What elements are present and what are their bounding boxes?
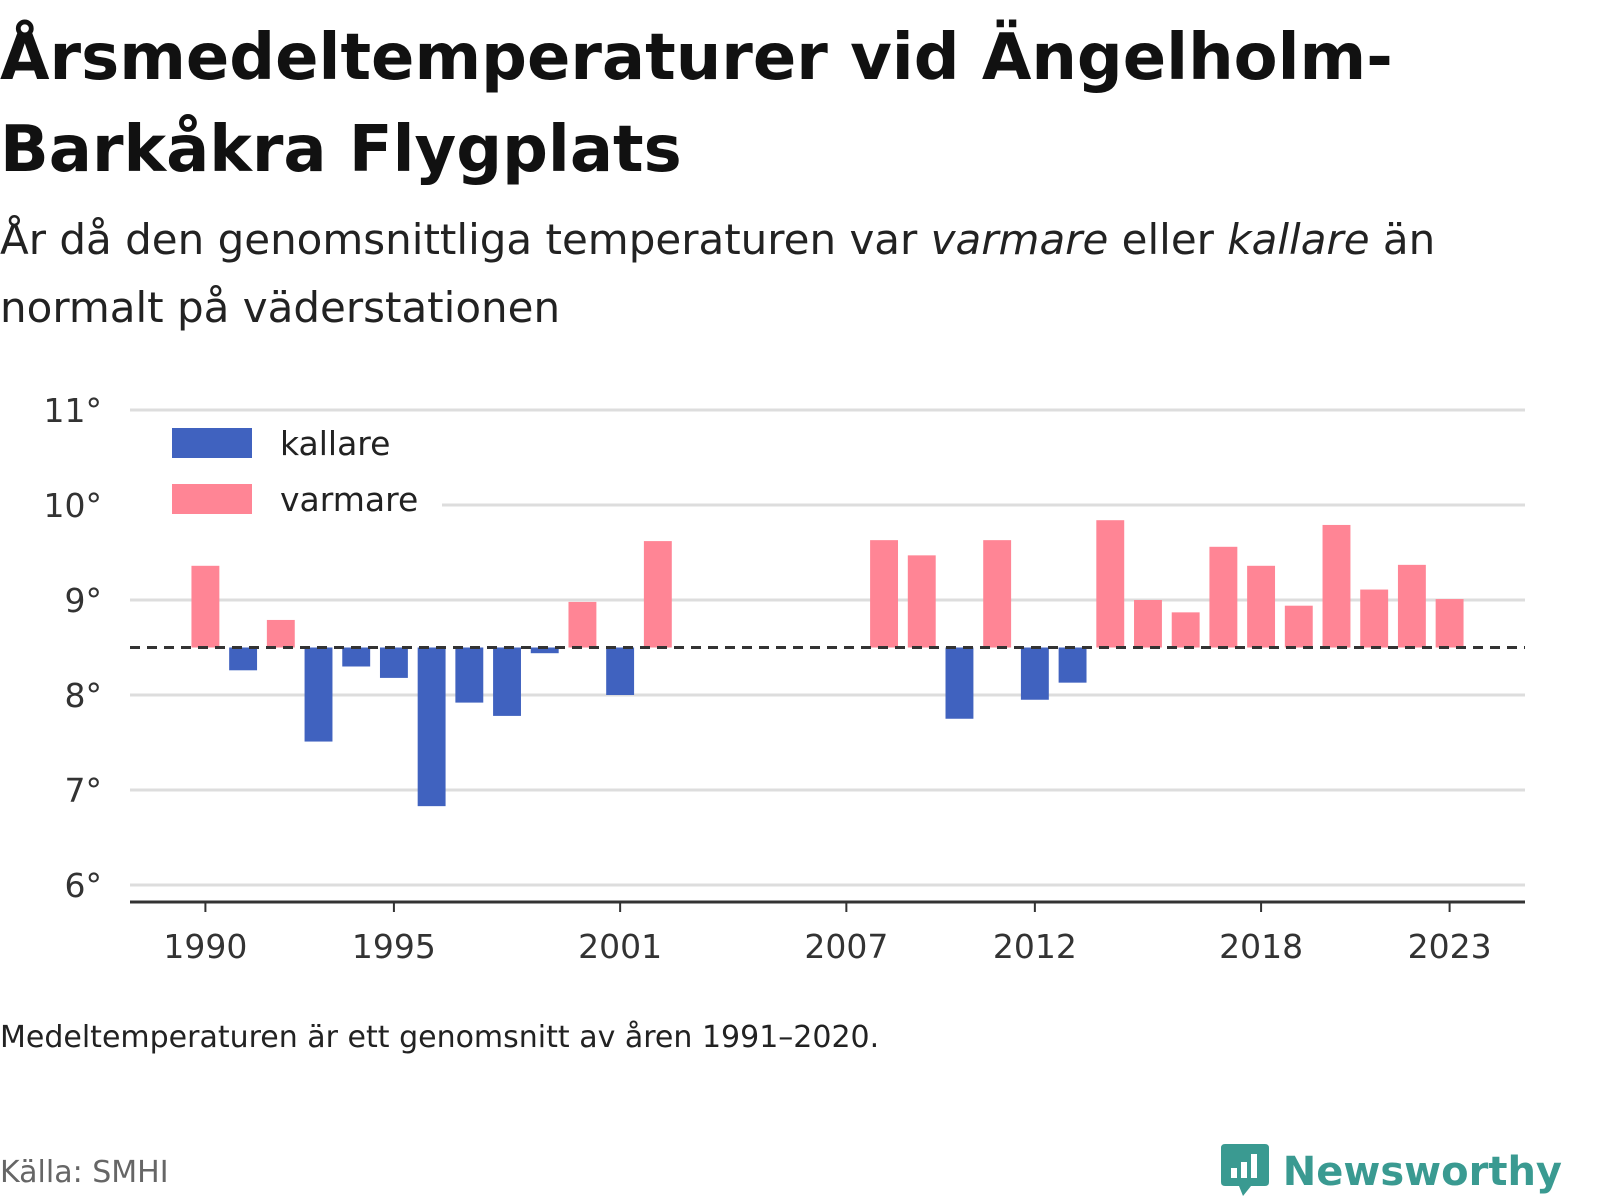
bar-2012 xyxy=(1020,647,1049,700)
bar-2020 xyxy=(1322,524,1351,648)
x-tick-label: 1990 xyxy=(163,927,247,966)
bar-2011 xyxy=(983,540,1012,648)
bar-1993 xyxy=(304,647,333,742)
x-tick-label: 2023 xyxy=(1408,927,1492,966)
bar-1990 xyxy=(191,565,220,648)
brand-logo: Newsworthy xyxy=(1219,1140,1562,1204)
bar-2000 xyxy=(568,601,597,648)
bar-1996 xyxy=(417,647,446,807)
x-tick-label: 1995 xyxy=(352,927,436,966)
bar-2008 xyxy=(870,540,899,648)
y-axis-ticks: 6° 7° 8° 9° 10° 11° xyxy=(44,391,103,905)
legend-label-varmare: varmare xyxy=(280,480,418,519)
bar-2017 xyxy=(1209,546,1238,648)
temperature-bar-chart: 6° 7° 8° 9° 10° 11° 1990 1995 2001 2007 2012 2018 2… xyxy=(44,391,1525,966)
y-tick-label: 6° xyxy=(65,866,103,905)
bars xyxy=(191,520,1464,807)
subtitle-text-3: än normalt på väderstationen xyxy=(0,215,1436,332)
bar-1999 xyxy=(530,647,559,654)
y-tick-label: 8° xyxy=(65,676,103,715)
chart-subtitle: År då den genomsnittliga temperaturen va… xyxy=(0,206,1560,342)
bar-1998 xyxy=(493,647,521,716)
bar-2016 xyxy=(1171,612,1200,648)
y-tick-label: 7° xyxy=(65,771,103,810)
bar-2010 xyxy=(945,647,974,719)
legend-swatch-varmare xyxy=(172,484,252,514)
y-tick-label: 10° xyxy=(44,486,103,525)
bar-1995 xyxy=(379,647,408,678)
bar-2013 xyxy=(1058,647,1087,683)
subtitle-colder: kallare xyxy=(1227,215,1370,264)
footnote: Medeltemperaturen är ett genomsnitt av å… xyxy=(0,1020,880,1055)
bar-1997 xyxy=(455,647,484,703)
chart-title: Årsmedeltemperaturer vid Ängelholm-Barkå… xyxy=(0,21,1393,187)
subtitle-warmer: varmare xyxy=(930,215,1109,264)
x-tick-label: 2018 xyxy=(1219,927,1303,966)
bar-2002 xyxy=(643,541,672,648)
subtitle-text-2: eller xyxy=(1108,215,1228,264)
legend: kallare varmare xyxy=(130,412,442,530)
x-axis-ticks: 1990 1995 2001 2007 2012 2018 2023 xyxy=(163,902,1492,966)
y-tick-label: 11° xyxy=(44,391,103,430)
legend-label-kallare: kallare xyxy=(280,424,390,463)
bar-2015 xyxy=(1134,600,1162,648)
bar-2023 xyxy=(1435,599,1464,648)
x-tick-label: 2001 xyxy=(578,927,662,966)
newsworthy-logo-icon xyxy=(1219,1140,1271,1204)
bar-2022 xyxy=(1397,564,1426,648)
bar-2001 xyxy=(606,647,635,695)
bar-2014 xyxy=(1096,520,1125,648)
bar-1994 xyxy=(342,647,371,667)
y-tick-label: 9° xyxy=(65,581,103,620)
bar-1992 xyxy=(266,619,295,648)
subtitle-text-1: År då den genomsnittliga temperaturen va… xyxy=(0,215,931,264)
bar-2021 xyxy=(1360,589,1389,648)
source-credit: Källa: SMHI xyxy=(0,1155,169,1190)
brand-name: Newsworthy xyxy=(1282,1149,1562,1195)
x-tick-label: 2007 xyxy=(804,927,888,966)
bar-2019 xyxy=(1284,605,1313,648)
bar-2009 xyxy=(907,555,936,648)
x-tick-label: 2012 xyxy=(993,927,1077,966)
bar-2018 xyxy=(1247,565,1276,648)
bar-1991 xyxy=(229,647,258,671)
legend-swatch-kallare xyxy=(172,428,252,458)
